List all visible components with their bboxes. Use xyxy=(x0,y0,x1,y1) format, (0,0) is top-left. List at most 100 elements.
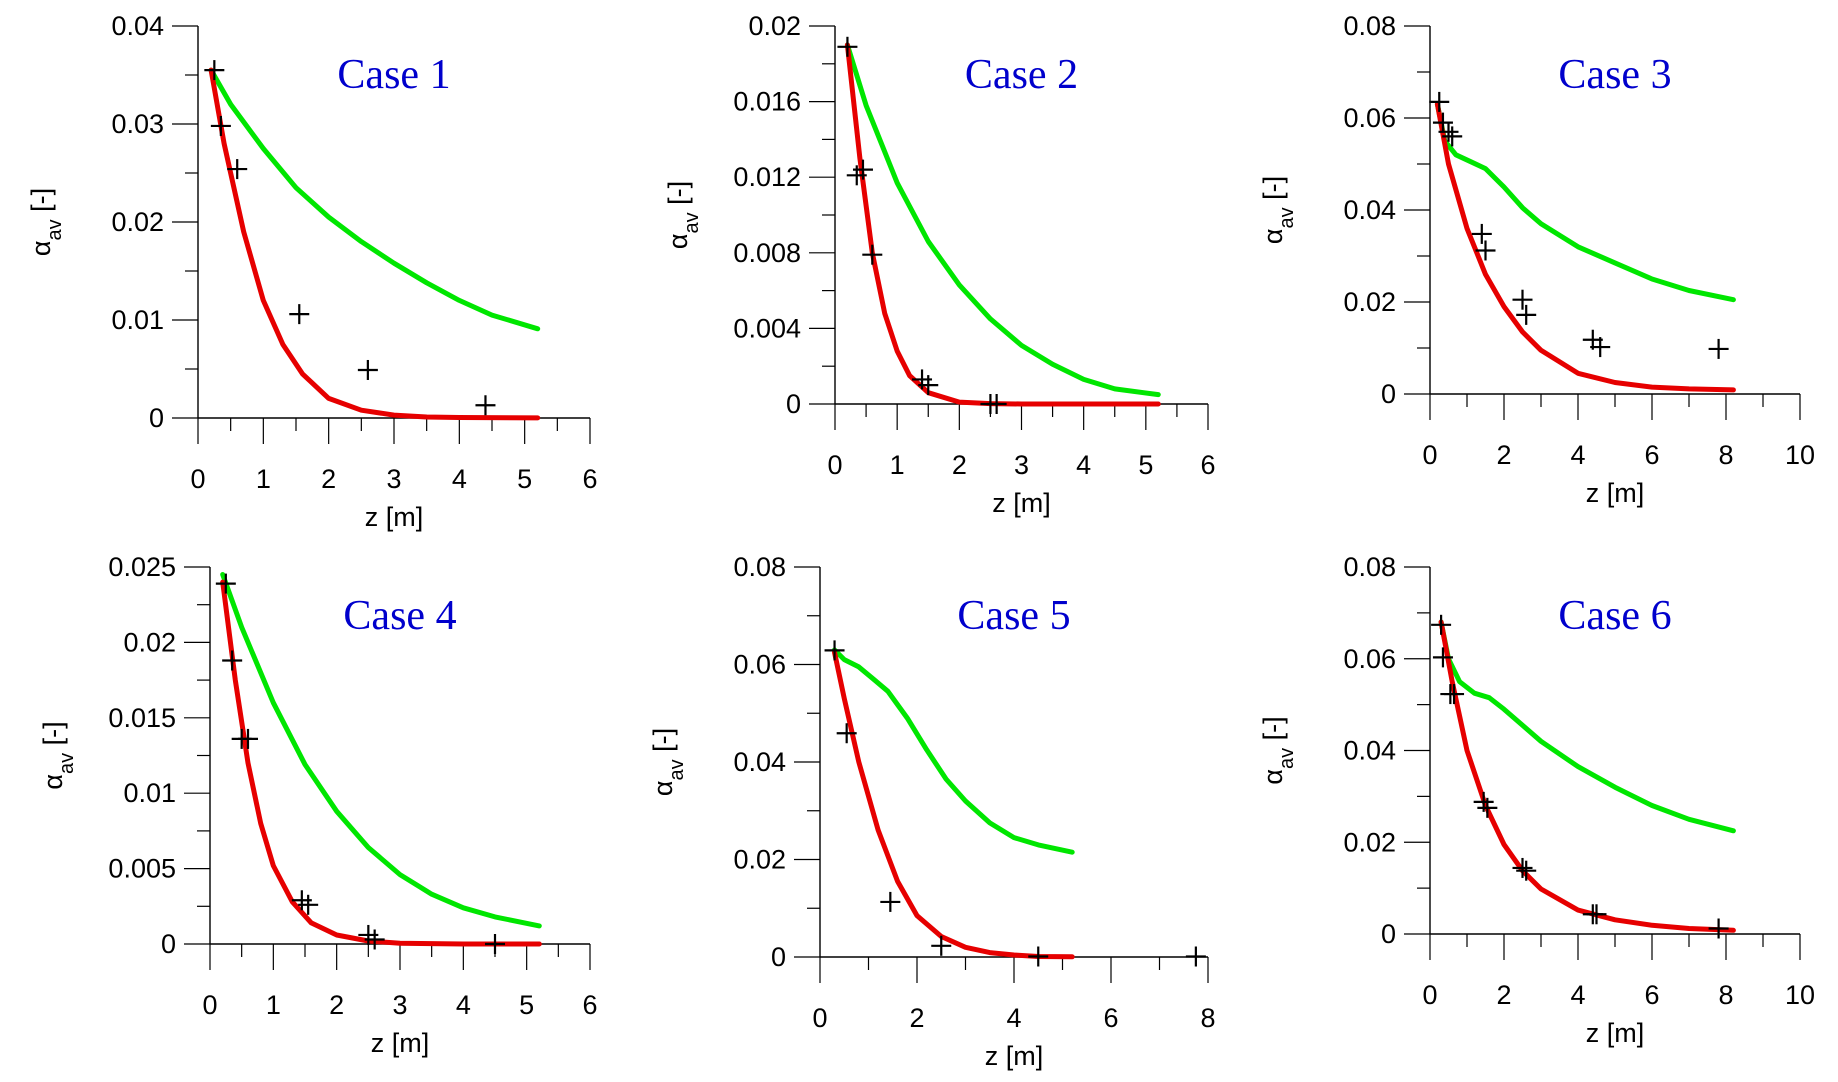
data-marker xyxy=(1708,338,1729,359)
x-tick-label: 2 xyxy=(1496,980,1511,1010)
x-axis-title: z [m] xyxy=(985,1041,1044,1071)
x-tick-label: 0 xyxy=(202,990,217,1020)
data-marker xyxy=(918,375,939,396)
x-tick-label: 10 xyxy=(1785,980,1815,1010)
y-tick-label: 0.04 xyxy=(1343,195,1396,225)
y-tick-label: 0.03 xyxy=(111,109,164,139)
x-tick-label: 6 xyxy=(582,990,597,1020)
y-tick-label: 0.02 xyxy=(1343,287,1396,317)
y-tick-label: 0.06 xyxy=(733,650,786,680)
x-tick-label: 3 xyxy=(1014,450,1029,480)
x-axis-title: z [m] xyxy=(371,1028,430,1058)
case-title: Case 1 xyxy=(337,52,450,98)
x-tick-label: 0 xyxy=(812,1003,827,1033)
data-marker xyxy=(1586,904,1607,925)
chart-panel-4: 0 0.005 0.01 0.015 0.02 0.025 0 1 2 3 4 5 6 z [m] αav … xyxy=(38,552,598,1058)
y-axis-title: αav [-] xyxy=(663,181,703,249)
case-title: Case 6 xyxy=(1558,593,1671,639)
x-tick-label: 5 xyxy=(517,464,532,494)
x-tick-label: 8 xyxy=(1200,1003,1215,1033)
y-tick-label: 0.005 xyxy=(108,854,176,884)
data-marker xyxy=(364,929,385,950)
x-tick-label: 8 xyxy=(1718,440,1733,470)
data-marker xyxy=(1512,857,1533,878)
data-marker xyxy=(1185,946,1206,967)
data-marker xyxy=(485,934,505,954)
y-tick-label: 0.012 xyxy=(733,162,801,192)
data-marker xyxy=(210,115,231,136)
case-title: Case 4 xyxy=(343,593,456,639)
y-tick-label: 0.02 xyxy=(733,845,786,875)
y-tick-label: 0.08 xyxy=(1343,552,1396,582)
y-tick-label: 0.02 xyxy=(1343,827,1396,857)
y-axis-title: αav [-] xyxy=(648,728,688,796)
y-tick-label: 0.015 xyxy=(108,703,176,733)
x-axis-title: z [m] xyxy=(365,502,424,532)
y-tick-label: 0.04 xyxy=(1343,736,1396,766)
chart-panel-2: 0 0.004 0.008 0.012 0.016 0.02 0 1 2 3 4 5 6 z [m] αav… xyxy=(663,11,1216,518)
x-tick-label: 0 xyxy=(1422,980,1437,1010)
data-marker xyxy=(1444,684,1465,705)
y-tick-label: 0.004 xyxy=(733,313,801,343)
case-title: Case 2 xyxy=(965,52,1078,98)
y-axis-title: αav [-] xyxy=(38,721,78,789)
y-tick-label: 0.02 xyxy=(748,11,801,41)
y-tick-label: 0 xyxy=(1381,919,1396,949)
data-marker xyxy=(931,935,952,956)
data-marker xyxy=(1708,918,1729,939)
data-marker xyxy=(1442,126,1463,147)
data-marker xyxy=(1429,91,1450,112)
chart-panel-3: 0 0.02 0.04 0.06 0.08 0 2 4 6 8 10 z [m] αav [-] Case… xyxy=(1258,11,1815,508)
data-marker xyxy=(824,640,845,661)
red-curve xyxy=(220,579,542,947)
x-tick-label: 1 xyxy=(256,464,271,494)
data-marker xyxy=(204,60,225,81)
data-marker xyxy=(1516,860,1537,881)
x-tick-label: 0 xyxy=(1422,440,1437,470)
x-tick-label: 3 xyxy=(392,990,407,1020)
y-tick-label: 0 xyxy=(149,403,164,433)
data-marker xyxy=(836,723,857,744)
data-marker xyxy=(852,159,873,180)
y-axis-title: αav [-] xyxy=(26,188,66,256)
data-marker xyxy=(837,36,858,57)
case-title: Case 5 xyxy=(957,593,1070,639)
data-marker xyxy=(475,395,496,416)
y-tick-label: 0.016 xyxy=(733,87,801,117)
x-tick-label: 2 xyxy=(1496,440,1511,470)
red-curve xyxy=(1434,101,1736,393)
x-axis-title: z [m] xyxy=(1586,478,1645,508)
y-tick-label: 0.02 xyxy=(111,207,164,237)
data-marker xyxy=(222,650,243,671)
data-marker xyxy=(357,359,378,380)
data-marker xyxy=(1438,121,1459,142)
case-title: Case 3 xyxy=(1558,52,1671,98)
x-tick-label: 1 xyxy=(890,450,905,480)
y-axis-title: αav [-] xyxy=(1258,176,1298,244)
y-tick-label: 0.01 xyxy=(111,305,164,335)
data-marker xyxy=(1471,223,1492,244)
data-marker xyxy=(1516,304,1537,325)
red-curve xyxy=(208,67,541,421)
red-curve xyxy=(832,649,1075,960)
x-tick-label: 6 xyxy=(1103,1003,1118,1033)
data-marker xyxy=(1477,797,1498,818)
data-marker xyxy=(986,394,1007,414)
green-curve xyxy=(844,42,1161,398)
data-marker xyxy=(238,728,258,749)
green-curve xyxy=(220,572,542,929)
y-tick-label: 0.008 xyxy=(733,238,801,268)
chart-panel-1: 0 0.01 0.02 0.03 0.04 0 1 2 3 4 5 6 z [m] αav [-] Case… xyxy=(26,11,598,532)
data-marker xyxy=(1590,337,1611,358)
x-tick-label: 4 xyxy=(1006,1003,1021,1033)
y-tick-label: 0.06 xyxy=(1343,644,1396,674)
y-tick-label: 0.04 xyxy=(111,11,164,41)
x-tick-label: 2 xyxy=(321,464,336,494)
data-marker xyxy=(1432,112,1453,133)
y-tick-label: 0.025 xyxy=(108,552,176,582)
data-marker xyxy=(227,159,248,180)
y-tick-label: 0.04 xyxy=(733,747,786,777)
data-marker xyxy=(1475,240,1496,261)
x-tick-label: 6 xyxy=(1644,980,1659,1010)
